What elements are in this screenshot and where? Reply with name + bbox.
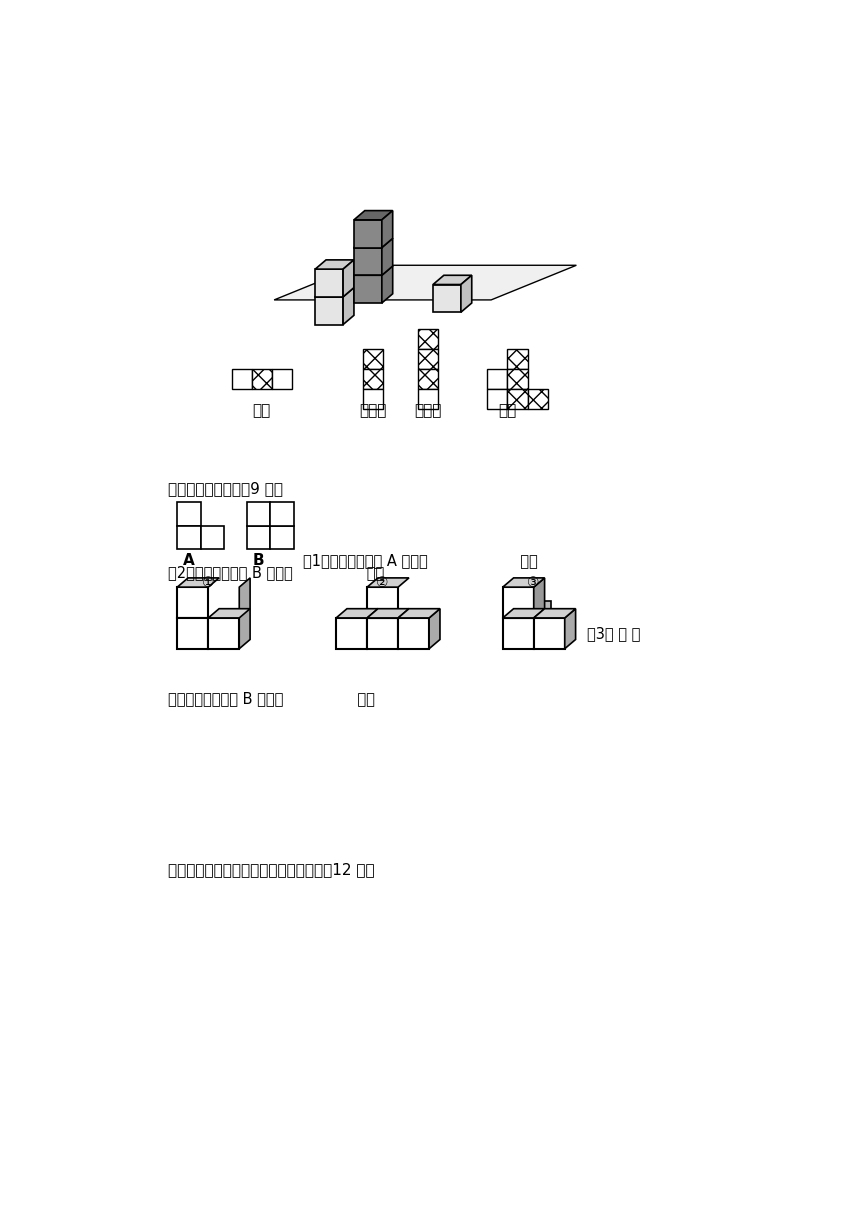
Bar xyxy=(270,502,293,525)
Bar xyxy=(247,525,270,548)
Bar xyxy=(208,618,239,648)
Text: 右侧面: 右侧面 xyxy=(414,402,441,418)
Bar xyxy=(177,525,200,548)
Bar xyxy=(527,389,548,410)
Bar xyxy=(417,370,438,389)
Polygon shape xyxy=(565,609,575,648)
Text: 左侧面: 左侧面 xyxy=(359,402,387,418)
Text: 四、请你填一填。（9 分）: 四、请你填一填。（9 分） xyxy=(168,480,283,496)
Text: ②: ② xyxy=(377,576,389,590)
Polygon shape xyxy=(503,609,544,618)
Polygon shape xyxy=(343,260,354,297)
Polygon shape xyxy=(433,275,472,285)
Polygon shape xyxy=(354,248,382,275)
Text: 正面: 正面 xyxy=(253,402,271,418)
Bar xyxy=(270,525,293,548)
Bar xyxy=(336,618,367,648)
Bar xyxy=(534,601,550,618)
Polygon shape xyxy=(503,578,544,587)
Bar xyxy=(534,618,565,648)
Bar xyxy=(367,618,398,648)
Polygon shape xyxy=(316,260,354,269)
Text: （1）从侧面看是图 A 的有（                    ）。: （1）从侧面看是图 A 的有（ ）。 xyxy=(303,553,538,568)
Polygon shape xyxy=(354,238,393,248)
Polygon shape xyxy=(461,275,472,313)
Polygon shape xyxy=(316,297,343,325)
Bar xyxy=(272,370,292,389)
Polygon shape xyxy=(316,269,343,297)
Bar xyxy=(398,618,429,648)
Bar xyxy=(231,370,252,389)
Text: （2）从侧面看是图 B 的有（                ）。: （2）从侧面看是图 B 的有（ ）。 xyxy=(168,565,384,580)
Bar xyxy=(367,587,398,618)
Bar xyxy=(507,349,527,370)
Bar xyxy=(417,349,438,370)
Bar xyxy=(417,389,438,410)
Polygon shape xyxy=(367,578,409,587)
Bar xyxy=(417,330,438,349)
Polygon shape xyxy=(382,210,393,248)
Polygon shape xyxy=(367,609,409,618)
Polygon shape xyxy=(274,265,576,300)
Polygon shape xyxy=(208,609,250,618)
Polygon shape xyxy=(398,609,440,618)
Bar xyxy=(200,525,224,548)
Polygon shape xyxy=(382,266,393,303)
Bar xyxy=(363,389,384,410)
Bar xyxy=(488,389,507,410)
Bar xyxy=(363,349,384,370)
Text: 五、看图画出它的正面和左侧面图形。（12 分）: 五、看图画出它的正面和左侧面图形。（12 分） xyxy=(168,862,375,877)
Polygon shape xyxy=(429,609,440,648)
Text: （3） 从 正: （3） 从 正 xyxy=(587,626,641,641)
Polygon shape xyxy=(354,275,382,303)
Text: B: B xyxy=(253,553,264,568)
Text: ③: ③ xyxy=(527,576,540,590)
Text: A: A xyxy=(183,553,194,568)
Bar xyxy=(252,370,272,389)
Polygon shape xyxy=(354,210,393,220)
Polygon shape xyxy=(382,238,393,275)
Polygon shape xyxy=(336,609,378,618)
Bar xyxy=(177,502,200,525)
Polygon shape xyxy=(316,288,354,297)
Bar xyxy=(503,587,534,618)
Bar xyxy=(507,370,527,389)
Bar xyxy=(363,370,384,389)
Bar xyxy=(247,502,270,525)
Polygon shape xyxy=(433,285,461,313)
Bar xyxy=(503,618,534,648)
Bar xyxy=(177,587,208,618)
Text: 面和上面看都是图 B 的有（                ）。: 面和上面看都是图 B 的有（ ）。 xyxy=(168,691,375,706)
Polygon shape xyxy=(177,578,219,587)
Text: ①: ① xyxy=(202,576,214,590)
Bar xyxy=(507,389,527,410)
Polygon shape xyxy=(354,220,382,248)
Bar xyxy=(177,618,208,648)
Text: 上面: 上面 xyxy=(498,402,517,418)
Polygon shape xyxy=(354,266,393,275)
Polygon shape xyxy=(343,288,354,325)
Polygon shape xyxy=(534,578,544,618)
Polygon shape xyxy=(239,578,250,648)
Bar xyxy=(488,370,507,389)
Polygon shape xyxy=(534,609,575,618)
